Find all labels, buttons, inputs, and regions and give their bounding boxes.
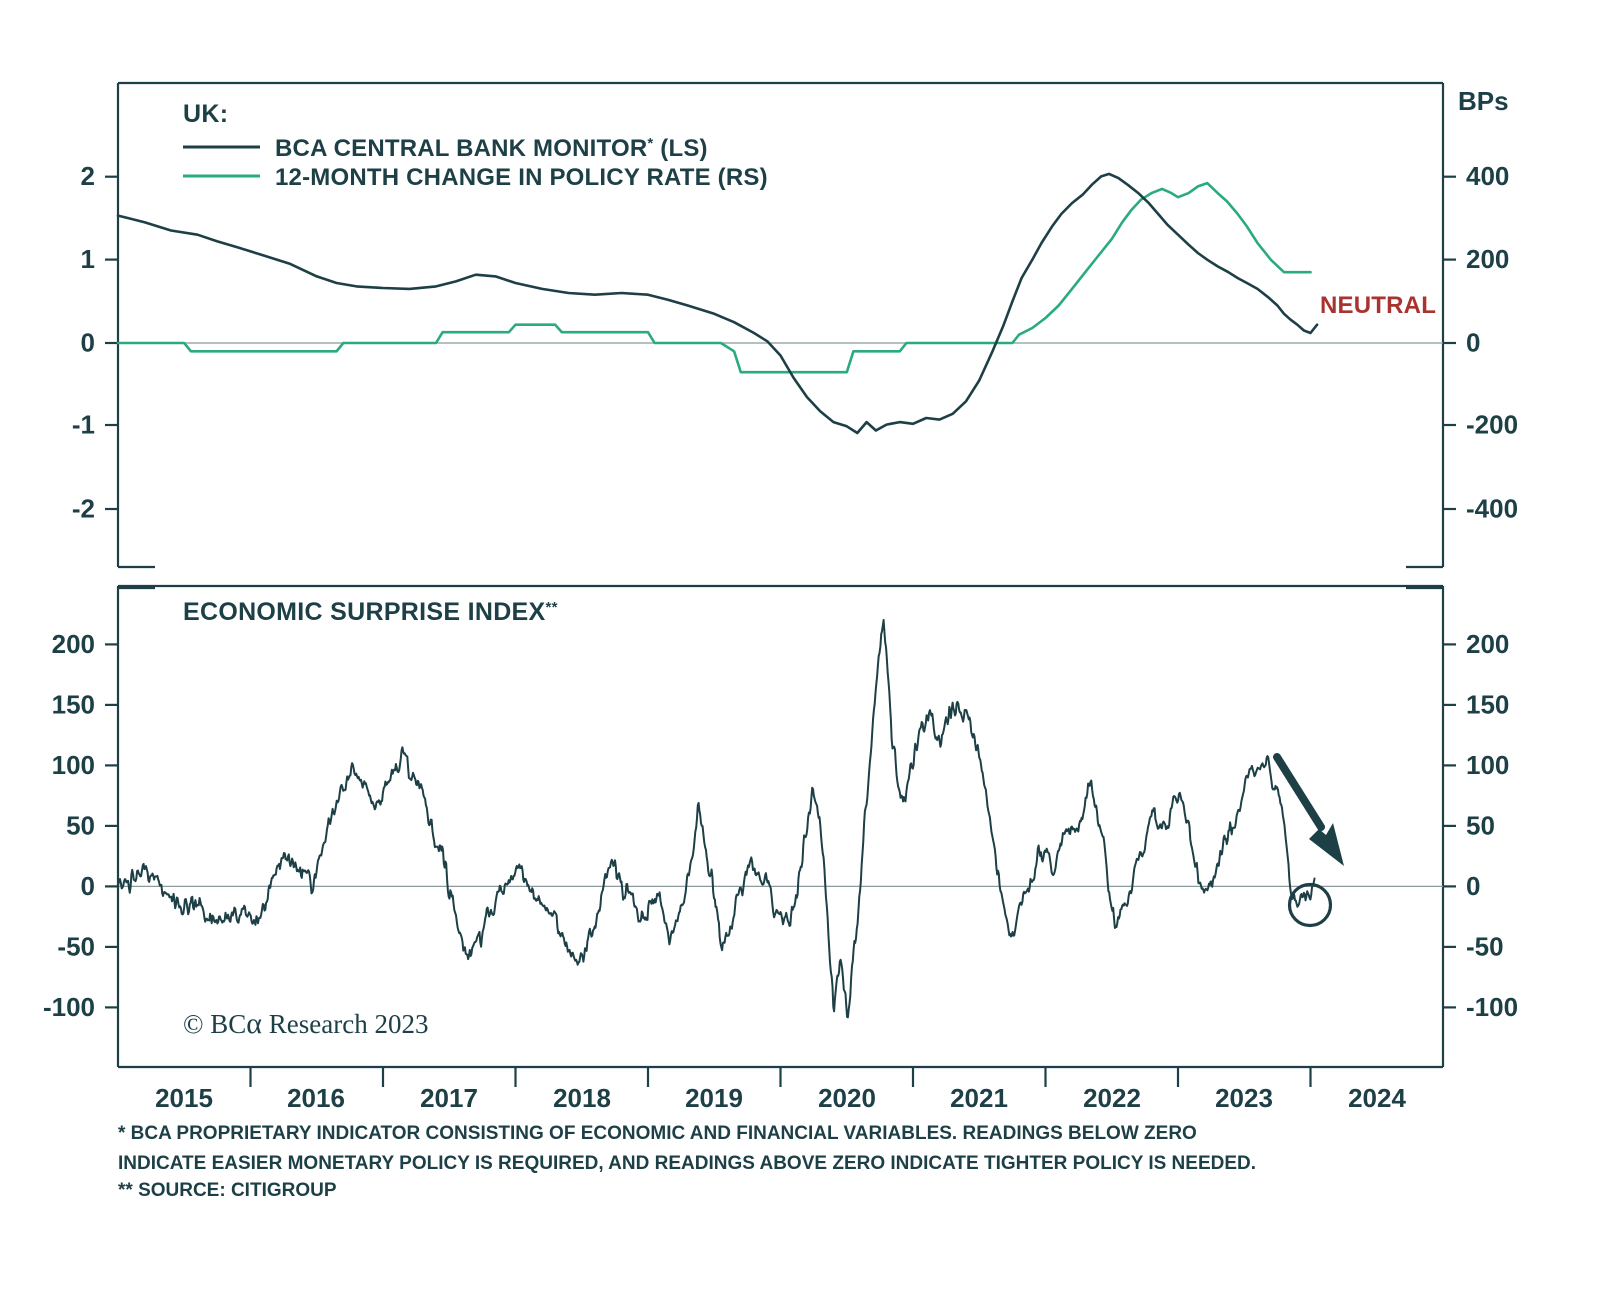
svg-text:100: 100 — [52, 750, 95, 780]
svg-text:2016: 2016 — [287, 1083, 345, 1113]
svg-text:-100: -100 — [43, 992, 95, 1022]
svg-text:1: 1 — [81, 244, 95, 274]
svg-text:2020: 2020 — [818, 1083, 876, 1113]
svg-text:2019: 2019 — [685, 1083, 743, 1113]
svg-text:2021: 2021 — [950, 1083, 1008, 1113]
svg-text:UK:: UK: — [183, 100, 228, 128]
svg-text:400: 400 — [1466, 161, 1509, 191]
svg-text:* BCA PROPRIETARY INDICATOR C: * BCA PROPRIETARY INDICATOR CONSISTING O… — [118, 1123, 1197, 1144]
svg-text:2018: 2018 — [553, 1083, 611, 1113]
svg-text:BPs: BPs — [1458, 86, 1509, 116]
svg-text:BCA CENTRAL BANK MONITOR* (LS): BCA CENTRAL BANK MONITOR* (LS) — [275, 135, 708, 162]
svg-text:-50: -50 — [57, 932, 95, 962]
svg-text:-2: -2 — [72, 494, 95, 524]
svg-text:0: 0 — [1466, 328, 1480, 358]
svg-text:50: 50 — [1466, 811, 1495, 841]
svg-text:200: 200 — [1466, 244, 1509, 274]
svg-text:0: 0 — [81, 328, 95, 358]
svg-text:150: 150 — [52, 690, 95, 720]
svg-text:INDICATE EASIER MONETARY POLIC: INDICATE EASIER MONETARY POLICY IS REQUI… — [118, 1153, 1256, 1174]
svg-text:150: 150 — [1466, 690, 1509, 720]
svg-text:ECONOMIC SURPRISE INDEX**: ECONOMIC SURPRISE INDEX** — [183, 598, 558, 626]
svg-text:2022: 2022 — [1083, 1083, 1141, 1113]
svg-text:12-MONTH CHANGE IN POLICY RATE: 12-MONTH CHANGE IN POLICY RATE (RS) — [275, 164, 768, 191]
svg-text:-100: -100 — [1466, 992, 1518, 1022]
svg-text:NEUTRAL: NEUTRAL — [1320, 292, 1436, 319]
svg-text:2017: 2017 — [420, 1083, 478, 1113]
svg-text:-1: -1 — [72, 410, 95, 440]
svg-text:200: 200 — [52, 629, 95, 659]
svg-text:2: 2 — [81, 161, 95, 191]
svg-text:-50: -50 — [1466, 932, 1504, 962]
svg-text:** SOURCE: CITIGROUP: ** SOURCE: CITIGROUP — [118, 1180, 337, 1201]
svg-text:2024: 2024 — [1348, 1083, 1406, 1113]
svg-text:100: 100 — [1466, 750, 1509, 780]
svg-text:0: 0 — [81, 871, 95, 901]
svg-text:200: 200 — [1466, 629, 1509, 659]
svg-text:2023: 2023 — [1215, 1083, 1273, 1113]
svg-text:© BCα Research 2023: © BCα Research 2023 — [183, 1007, 428, 1040]
svg-text:-200: -200 — [1466, 410, 1518, 440]
svg-text:50: 50 — [66, 811, 95, 841]
svg-text:2015: 2015 — [155, 1083, 213, 1113]
svg-text:0: 0 — [1466, 871, 1480, 901]
svg-text:-400: -400 — [1466, 494, 1518, 524]
